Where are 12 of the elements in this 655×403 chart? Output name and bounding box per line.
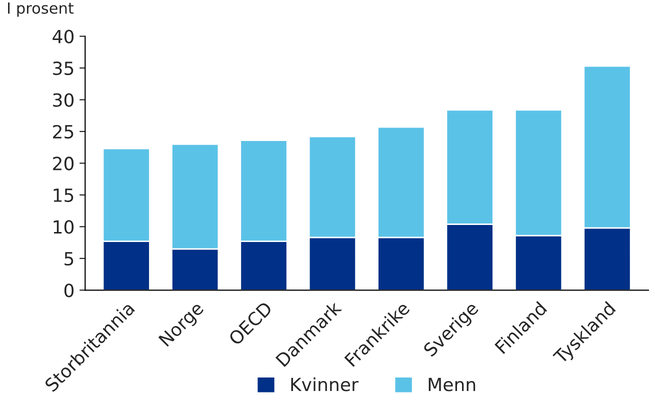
y-tick-label: 30: [53, 93, 74, 107]
y-axis-title: I prosent: [8, 2, 74, 17]
y-tick-label: 25: [53, 124, 74, 139]
y-tick-label: 35: [53, 61, 74, 76]
legend-label: Kvinner: [291, 377, 358, 392]
y-tick-label: 15: [54, 188, 74, 202]
y-tick-label: 5: [64, 252, 74, 266]
y-tick-label: 20: [53, 156, 74, 170]
y-tick-label: 10: [54, 220, 74, 234]
y-tick-label: 0: [64, 284, 74, 298]
legend-label: Menn: [428, 378, 476, 392]
y-tick-label: 40: [52, 30, 74, 44]
